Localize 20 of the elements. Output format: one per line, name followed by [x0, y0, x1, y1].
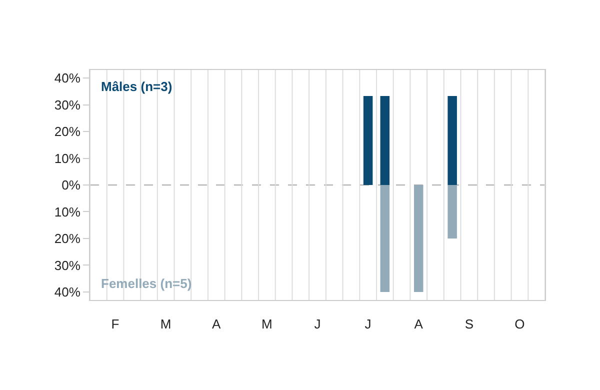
- x-tick-label: A: [212, 316, 222, 332]
- y-tick-label: 40%: [54, 70, 81, 86]
- y-tick-label: 0%: [62, 178, 81, 193]
- y-tick-label: 40%: [54, 284, 81, 300]
- text: Mâles (n=3): [101, 79, 172, 94]
- x-tick-label: A: [414, 316, 424, 332]
- x-tick-label: M: [262, 316, 272, 332]
- x-tick-label: J: [364, 316, 372, 332]
- x-tick-label: M: [160, 316, 172, 332]
- y-tick-label: 10%: [54, 150, 81, 166]
- y-tick-label: 30%: [54, 258, 81, 273]
- x-tick-label: J: [314, 316, 321, 332]
- y-tick-label: 30%: [54, 97, 81, 112]
- y-tick-label: 10%: [54, 204, 81, 220]
- x-tick-label: O: [514, 316, 525, 332]
- text: Femelles (n=5): [101, 276, 192, 291]
- y-tick-label: 20%: [54, 231, 81, 246]
- y-tick-label: 20%: [54, 124, 81, 140]
- x-tick-label: F: [111, 316, 120, 332]
- x-tick-label: S: [464, 316, 474, 332]
